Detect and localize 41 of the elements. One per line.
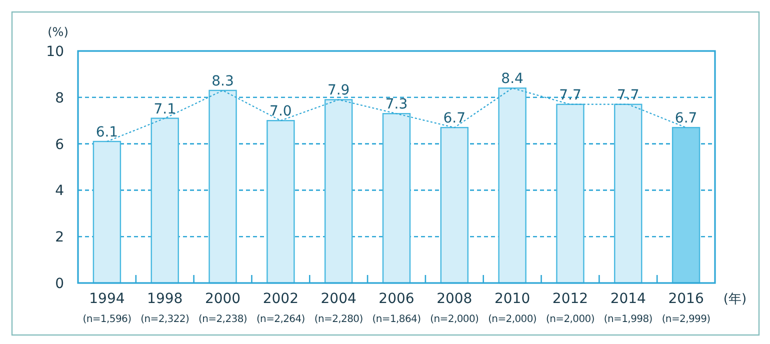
data-label: 6.7 bbox=[674, 110, 698, 127]
x-tick-label: 2016 (n=2,999) bbox=[662, 291, 711, 325]
x-tick-label: 2012 (n=2,000) bbox=[546, 291, 595, 325]
data-label: 7.7 bbox=[559, 87, 582, 104]
x-tick-label: 2002 (n=2,264) bbox=[256, 291, 306, 325]
data-label: 7.0 bbox=[270, 104, 292, 120]
bar bbox=[672, 126, 700, 284]
x-axis-title: (年) bbox=[723, 292, 747, 307]
data-label: 6.7 bbox=[443, 110, 466, 127]
bar bbox=[556, 104, 584, 284]
bar bbox=[92, 140, 122, 284]
y-tick-label: 0 bbox=[55, 276, 64, 292]
y-tick-label: 6 bbox=[55, 136, 64, 153]
x-tick-label: 2006 (n=1,864) bbox=[372, 291, 422, 325]
x-tick-label: 2004 (n=2,280) bbox=[314, 291, 364, 325]
bar bbox=[498, 88, 526, 284]
bar bbox=[382, 113, 411, 284]
y-tick-label: 2 bbox=[55, 230, 64, 246]
data-label: 8.3 bbox=[212, 73, 234, 90]
x-tick-label: 2010 (n=2,000) bbox=[488, 291, 537, 325]
bar bbox=[266, 120, 295, 284]
y-tick-label: 8 bbox=[55, 90, 64, 106]
data-label: 8.4 bbox=[501, 71, 524, 88]
x-tick-label: 2008 (n=2,000) bbox=[430, 291, 480, 325]
data-label: 7.9 bbox=[327, 82, 350, 99]
bar bbox=[324, 99, 353, 284]
x-tick-label: 2014 (n=1,998) bbox=[604, 291, 653, 325]
data-label: 6.1 bbox=[96, 124, 118, 140]
bar bbox=[440, 126, 469, 284]
x-tick-label: 1994 (n=1,596) bbox=[82, 291, 132, 325]
bar bbox=[614, 104, 642, 284]
y-axis-title: (%) bbox=[48, 25, 68, 39]
bar bbox=[150, 118, 179, 284]
data-label: 7.7 bbox=[617, 87, 640, 104]
y-tick-label: 4 bbox=[55, 183, 64, 200]
y-tick-label: 10 bbox=[46, 44, 64, 60]
x-tick-label: 1998 (n=2,322) bbox=[140, 291, 190, 325]
x-tick-label: 2000 (n=2,238) bbox=[198, 291, 248, 325]
data-label: 7.3 bbox=[385, 96, 408, 113]
bar bbox=[208, 90, 237, 284]
data-label: 7.1 bbox=[154, 101, 176, 118]
